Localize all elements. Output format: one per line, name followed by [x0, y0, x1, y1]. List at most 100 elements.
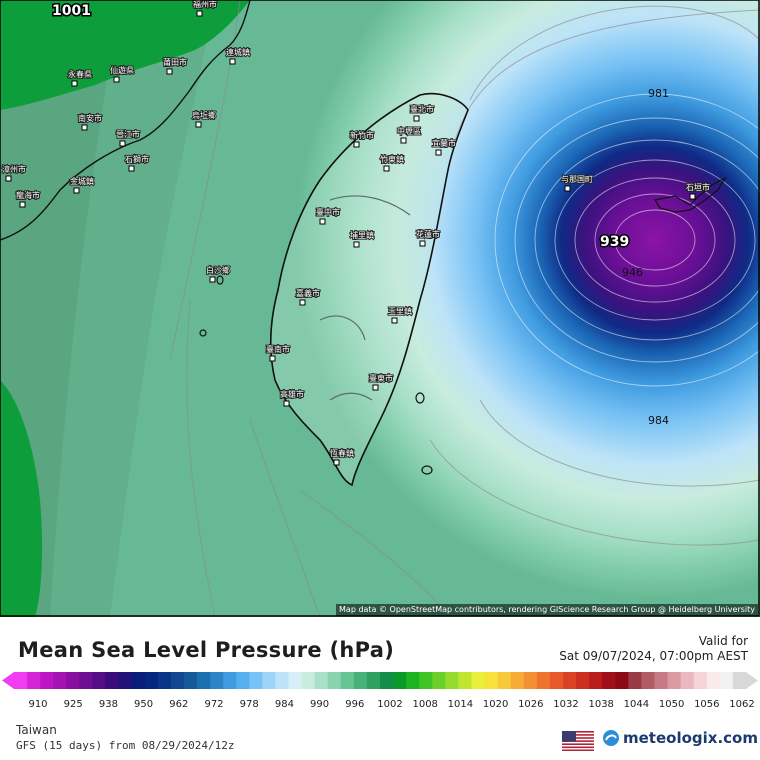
colorbar-swatch — [40, 672, 54, 689]
city-marker-icon — [166, 68, 173, 75]
colorbar-swatch — [576, 672, 590, 689]
colorbar-swatch — [549, 672, 564, 689]
colorbar-swatch — [27, 672, 41, 689]
colorbar-swatch — [223, 672, 237, 689]
colorbar-swatch — [92, 672, 106, 689]
colorbar-tick-label: 972 — [204, 699, 223, 708]
city-label: 金城鎮 — [70, 176, 94, 186]
isobar-label-981: 981 — [648, 87, 669, 100]
meteologix-brand[interactable]: meteologix.com — [602, 729, 758, 747]
city-label: 臺北市 — [410, 104, 434, 114]
colorbar-tick-label: 1026 — [518, 699, 543, 708]
city-marker-icon — [209, 276, 216, 283]
valid-time: Sat 09/07/2024, 07:00pm AEST — [559, 649, 748, 663]
colorbar-swatch — [680, 672, 695, 689]
city-marker-icon — [269, 355, 276, 362]
city-label: 莆田市 — [163, 57, 187, 67]
colorbar-swatch — [445, 672, 459, 689]
colorbar-swatch — [353, 672, 368, 689]
colorbar-tick-label: 925 — [64, 699, 83, 708]
valid-for-label: Valid for — [698, 634, 748, 648]
city-label: 新竹市 — [350, 130, 374, 140]
colorbar-swatch — [262, 672, 276, 689]
us-flag-icon[interactable] — [562, 731, 594, 751]
city-label: 南安市 — [78, 113, 102, 123]
colorbar-swatch — [340, 672, 355, 689]
city-marker-icon — [5, 175, 12, 182]
colorbar-swatch — [236, 672, 250, 689]
city-label: 宜蘭市 — [432, 138, 456, 148]
colorbar-swatch — [497, 672, 512, 689]
city-label: 福州市 — [193, 0, 217, 9]
colorbar-swatch — [301, 672, 316, 689]
colorbar-swatch — [380, 672, 394, 689]
colorbar-swatch — [654, 672, 669, 689]
colorbar-tick-label: 910 — [28, 699, 47, 708]
city-marker-icon — [128, 165, 135, 172]
city-marker-icon — [299, 299, 306, 306]
city-marker-icon — [196, 10, 203, 17]
region-label: Taiwan — [16, 723, 57, 737]
city-label: 永春県 — [68, 69, 92, 79]
chart-title: Mean Sea Level Pressure (hPa) — [18, 638, 395, 662]
model-run-label: GFS (15 days) from 08/29/2024/12z — [16, 739, 235, 752]
city-marker-icon — [689, 193, 696, 200]
city-label: 中壢區 — [397, 126, 421, 136]
colorbar-swatch — [419, 672, 433, 689]
city-marker-icon — [564, 185, 571, 192]
colorbar-swatch — [667, 672, 682, 689]
colorbar-swatch — [249, 672, 263, 689]
colorbar-swatch — [327, 672, 342, 689]
city-label: 烏坵鄉 — [192, 110, 216, 120]
colorbar-swatch — [144, 672, 159, 689]
colorbar-tick-label: 984 — [275, 699, 294, 708]
meteologix-logo-icon — [603, 730, 619, 746]
city-marker-icon — [400, 137, 407, 144]
city-marker-icon — [19, 201, 26, 208]
city-label: 埔里鎮 — [350, 230, 374, 240]
city-label: 竹東鎮 — [380, 154, 404, 164]
colorbar-tick-label: 1008 — [412, 699, 437, 708]
city-label: 嘉義市 — [296, 288, 320, 298]
colorbar-tick-label: 1014 — [448, 699, 473, 708]
colorbar-swatch — [288, 672, 303, 689]
city-label: 石獅市 — [125, 154, 149, 164]
colorbar-tick-label: 1062 — [729, 699, 754, 708]
colorbar-swatch — [523, 672, 538, 689]
colorbar-swatch — [14, 672, 28, 689]
colorbar-tick-label: 978 — [240, 699, 259, 708]
city-marker-icon — [435, 149, 442, 156]
city-label: 臺南市 — [266, 344, 290, 354]
map-attribution: Map data © OpenStreetMap contributors, r… — [336, 604, 758, 616]
colorbar-tick-label: 1032 — [553, 699, 578, 708]
city-marker-icon — [419, 240, 426, 247]
city-marker-icon — [319, 218, 326, 225]
city-marker-icon — [353, 241, 360, 248]
colorbar-swatch — [53, 672, 67, 689]
city-label: 玉里鎮 — [388, 306, 412, 316]
mainland-green — [0, 0, 250, 110]
colorbar-swatch — [131, 672, 146, 689]
city-marker-icon — [413, 115, 420, 122]
city-label: 龍海市 — [16, 190, 40, 200]
colorbar-swatch — [706, 672, 721, 689]
city-marker-icon — [391, 317, 398, 324]
colorbar-swatch — [719, 672, 734, 689]
city-marker-icon — [113, 76, 120, 83]
colorbar-swatch — [693, 672, 708, 689]
colorbar-swatch — [105, 672, 120, 689]
colorbar-swatch — [432, 672, 446, 689]
colorbar-swatch — [118, 672, 133, 689]
colorbar-swatch — [563, 672, 577, 689]
colorbar-swatch — [458, 672, 472, 689]
colorbar-swatch — [641, 672, 655, 689]
city-label: 与那国町 — [561, 175, 593, 184]
taiwan-coastline — [269, 92, 469, 487]
colorbar-tick-label: 938 — [99, 699, 118, 708]
top-left-pressure-label: 1001 — [52, 3, 91, 19]
colorbar-tick-label: 1044 — [624, 699, 649, 708]
colorbar-swatch — [393, 672, 407, 689]
colorbar-swatch — [183, 672, 198, 689]
